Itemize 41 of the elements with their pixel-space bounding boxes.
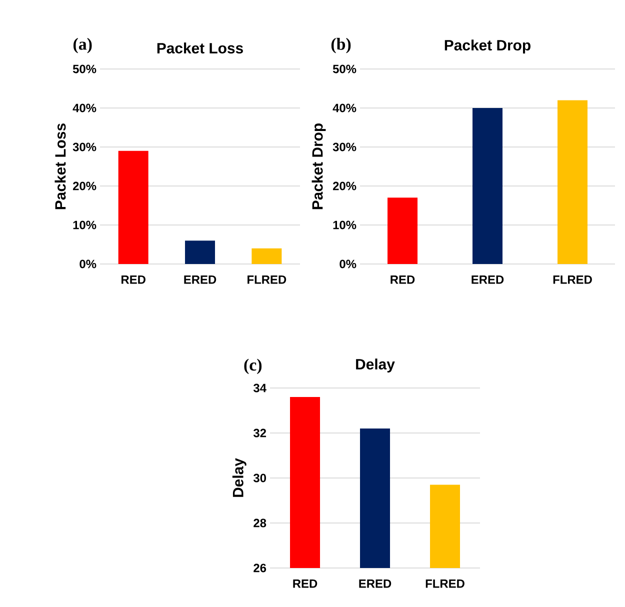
y-tick-label: 0% xyxy=(80,260,96,268)
y-tick-label: 50% xyxy=(72,64,96,74)
y-tick-label: 28 xyxy=(254,518,266,528)
y-tick-label: 50% xyxy=(332,64,356,74)
x-tick-label: ERED xyxy=(359,580,392,588)
y-tick-label: 20% xyxy=(72,182,96,190)
x-tick-label: FLRED xyxy=(426,580,464,588)
x-tick-label: FLRED xyxy=(553,276,592,284)
y-tick-label: 20% xyxy=(332,182,356,190)
y-tick-label: 0% xyxy=(340,260,356,268)
x-tick-label: RED xyxy=(293,580,318,588)
bar xyxy=(558,100,588,264)
y-tick-label: 40% xyxy=(72,104,96,112)
chart-title: Packet Loss xyxy=(157,42,243,54)
text: (c) xyxy=(244,358,262,374)
chart-title: Delay xyxy=(356,358,395,372)
y-tick-label: 30% xyxy=(332,142,356,152)
bar xyxy=(185,240,216,264)
x-tick-label: ERED xyxy=(184,276,216,284)
y-tick-label: 30% xyxy=(72,142,96,152)
bar xyxy=(388,198,418,264)
y-tick-label: 32 xyxy=(253,428,266,438)
y-tick-label: 40% xyxy=(332,104,356,112)
y-axis-title: Packet Loss xyxy=(54,124,66,210)
bar xyxy=(472,108,503,264)
bar xyxy=(252,248,282,264)
y-tick-label: 10% xyxy=(333,220,356,230)
bar xyxy=(118,150,148,264)
x-tick-label: ERED xyxy=(472,276,504,284)
y-tick-label: 30 xyxy=(253,474,266,482)
text: (a) xyxy=(73,38,92,54)
x-tick-label: RED xyxy=(390,276,415,284)
y-axis-title: Delay xyxy=(232,458,246,497)
y-axis-title: Packet Drop xyxy=(312,124,326,210)
y-tick-label: 26 xyxy=(254,564,266,572)
chart-title: Packet Drop xyxy=(444,40,530,54)
y-tick-label: 10% xyxy=(73,220,96,230)
text: (b) xyxy=(331,38,351,54)
y-tick-label: 34 xyxy=(253,384,266,392)
x-tick-label: FLRED xyxy=(248,276,286,284)
x-tick-label: RED xyxy=(122,276,146,284)
